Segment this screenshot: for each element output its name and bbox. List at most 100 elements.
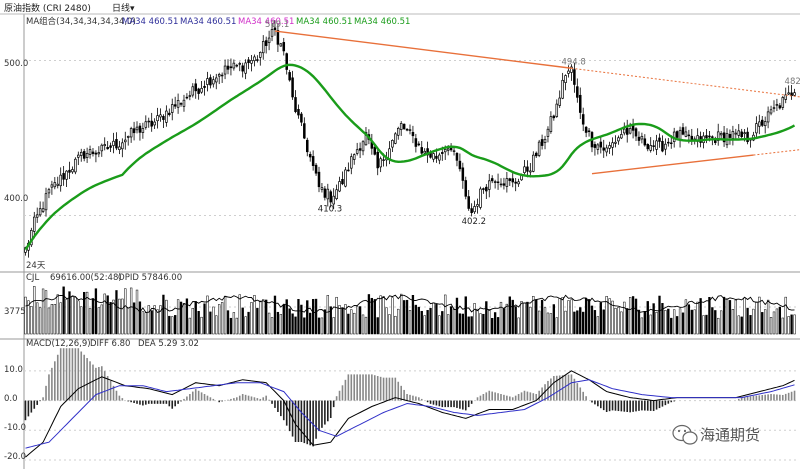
instrument-title: 原油指数 (CRI 2480) [4,2,91,14]
candle-down [652,145,655,147]
volume-bar [50,304,54,335]
volume-bar [449,306,453,335]
candle-down [303,123,306,139]
volume-bar [590,305,594,335]
volume-bar [353,312,356,335]
volume-bar [215,315,218,335]
volume-bar [769,317,773,335]
volume-bar [708,297,711,335]
volume-bar [391,297,394,335]
volume-bar [311,299,315,335]
volume-bar [241,307,244,335]
volume-bar [326,295,329,335]
volume-bar [27,300,30,335]
candle-down [417,143,421,146]
candle-down [276,30,280,45]
volume-bar [91,298,95,335]
volume-bar [499,301,503,335]
volume-bar [83,291,86,335]
volume-bar [279,314,283,335]
volume-bar [573,311,576,335]
volume-bar [725,298,729,335]
candle-up [649,145,652,151]
volume-bar [722,296,726,335]
volume-bar [426,310,429,335]
candle-up [734,132,738,135]
trendline-resistance [274,30,572,69]
volume-bar [696,301,699,335]
price-tick-500: 500.0 [4,59,28,69]
candles-layer [24,20,796,258]
candle-up [88,149,92,155]
candle-up [206,78,209,85]
volume-bar [394,315,397,335]
volume-bar [435,304,438,335]
candle-up [267,37,271,43]
volume-bar [755,301,758,335]
candle-down [185,96,189,99]
volume-bar [778,306,782,335]
volume-bar [124,288,127,335]
candle-down [62,173,65,180]
candle-down [402,123,406,130]
candle-down [493,181,497,183]
candle-down [282,42,286,52]
trendline-layer [274,30,800,175]
volume-bar [787,316,790,335]
candle-up [570,66,573,73]
candle-down [426,148,429,156]
volume-bar [253,295,256,335]
price-annotation: 482.3 [785,77,800,87]
volume-bar [112,299,115,335]
volume-bar [690,309,693,335]
candle-up [793,92,796,96]
volume-bar [631,296,635,335]
candle-down [681,127,685,135]
candle-up [85,153,89,158]
volume-bar [341,307,344,335]
chevron-down-icon[interactable]: ▾ [130,4,135,14]
volume-bar [303,317,306,335]
candle-up [617,137,620,142]
volume-bar [212,306,215,335]
macd-diff-line [25,370,795,458]
candle-down [687,134,691,137]
volume-bar [681,312,685,335]
volume-bar [473,303,476,335]
volume-bar [485,301,488,335]
volume-bar [658,295,661,335]
candle-down [373,146,377,155]
candle-up [112,140,115,146]
volume-bar [267,312,271,335]
volume-bar [176,299,180,335]
candle-down [300,113,303,123]
candle-down [790,92,793,97]
candle-up [623,128,626,134]
volume-bar [194,301,197,335]
price-annotation: 494.8 [561,58,585,68]
volume-bar [100,304,103,335]
volume-bar [129,287,133,335]
volume-bar [637,309,641,335]
volume-bar [358,306,362,335]
volume-bar [30,306,33,335]
candle-up [144,121,148,128]
candle-up [361,141,365,152]
volume-bar [678,308,682,335]
volume-bar [593,310,597,335]
volume-bar [444,294,447,335]
candle-up [232,62,236,69]
candle-down [376,151,379,169]
candle-up [758,121,761,127]
ma-readout: MA34 460.51 [238,17,294,27]
opi-line [25,294,795,314]
volume-bar [182,303,186,335]
volume-bar [558,298,561,335]
volume-bar [88,308,92,335]
candle-down [490,178,494,182]
candle-down [746,131,749,143]
volume-bar [446,314,450,335]
candle-down [599,141,603,148]
period-selector[interactable]: 日线 [112,2,130,14]
watermark-text: 海通期货 [700,426,760,444]
